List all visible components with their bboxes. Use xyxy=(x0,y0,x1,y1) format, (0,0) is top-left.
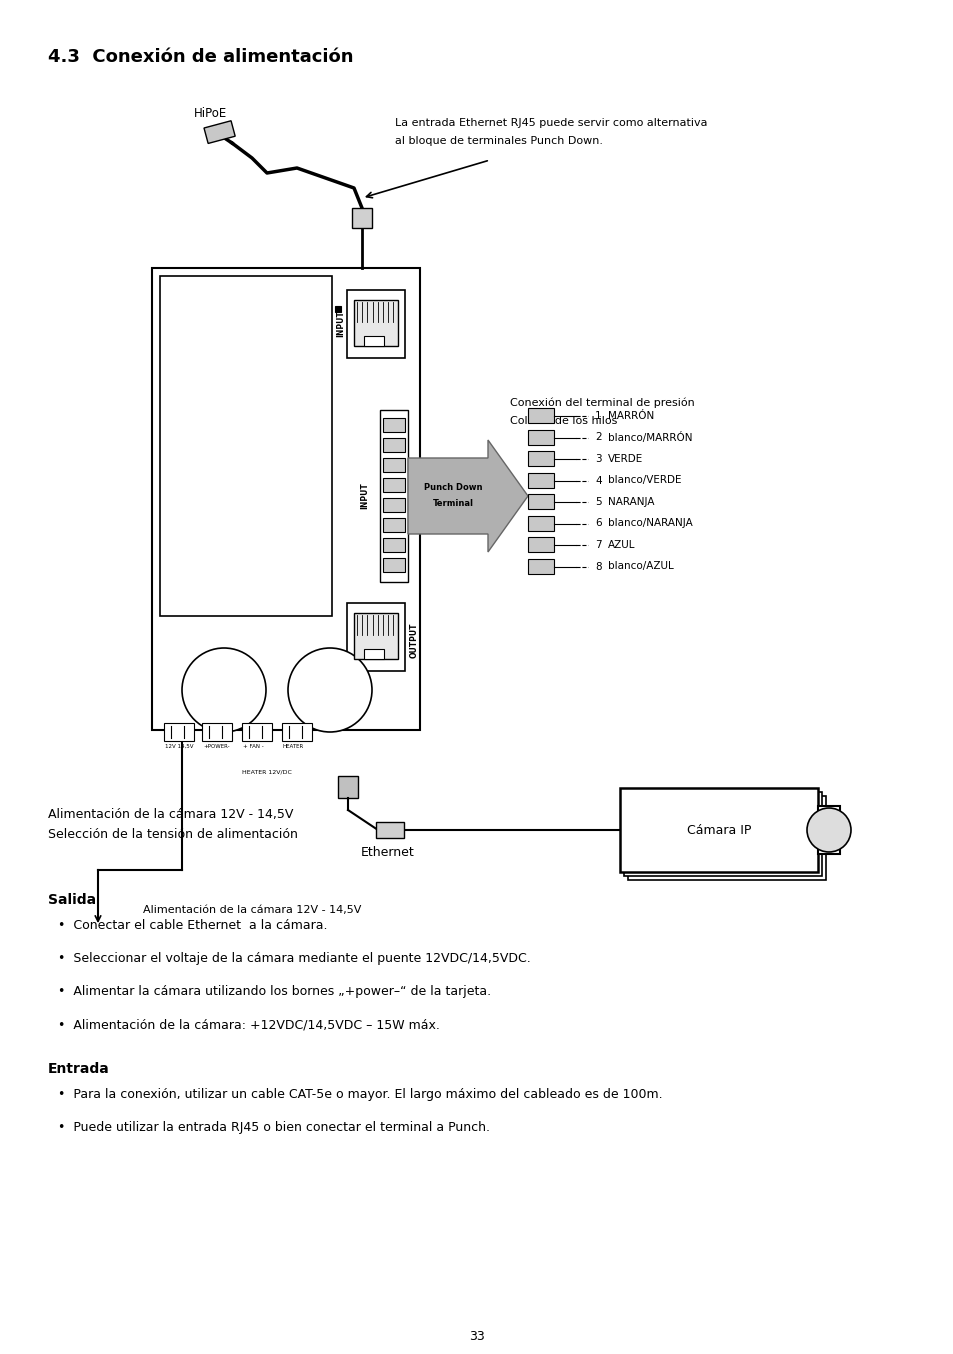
Text: 1: 1 xyxy=(595,412,601,421)
Text: HiPoE: HiPoE xyxy=(193,107,227,121)
Bar xyxy=(335,306,340,311)
Bar xyxy=(282,723,312,741)
Bar xyxy=(382,538,405,552)
Bar xyxy=(364,649,384,659)
Text: 7: 7 xyxy=(595,540,601,550)
Bar xyxy=(527,538,554,552)
Text: •  Alimentar la cámara utilizando los bornes „+power–“ de la tarjeta.: • Alimentar la cámara utilizando los bor… xyxy=(58,984,491,998)
Text: •  Conectar el cable Ethernet  a la cámara.: • Conectar el cable Ethernet a la cámara… xyxy=(58,919,327,932)
Circle shape xyxy=(806,808,850,852)
Text: •  Puede utilizar la entrada RJ45 o bien conectar el terminal a Punch.: • Puede utilizar la entrada RJ45 o bien … xyxy=(58,1121,490,1135)
Bar xyxy=(375,822,403,838)
Bar xyxy=(354,301,397,347)
Bar xyxy=(382,519,405,532)
Text: NARANJA: NARANJA xyxy=(607,497,654,506)
Bar xyxy=(527,558,554,574)
Bar xyxy=(527,408,554,422)
Polygon shape xyxy=(408,440,527,552)
Text: OUTPUT: OUTPUT xyxy=(409,623,418,658)
Bar xyxy=(164,723,193,741)
Text: HEATER 12V/DC: HEATER 12V/DC xyxy=(242,770,292,774)
Text: blanco/MARRÓN: blanco/MARRÓN xyxy=(607,432,692,443)
Bar xyxy=(347,603,405,672)
Bar xyxy=(382,458,405,473)
Bar xyxy=(242,723,272,741)
Bar xyxy=(619,788,817,872)
Text: INPUT: INPUT xyxy=(336,310,345,337)
Bar xyxy=(527,429,554,444)
Text: Alimentación de la cámara 12V - 14,5V: Alimentación de la cámara 12V - 14,5V xyxy=(143,904,361,915)
Bar xyxy=(527,451,554,466)
Text: 2: 2 xyxy=(595,432,601,443)
Text: •  Seleccionar el voltaje de la cámara mediante el puente 12VDC/14,5VDC.: • Seleccionar el voltaje de la cámara me… xyxy=(58,952,530,965)
Bar xyxy=(817,806,840,854)
Text: blanco/AZUL: blanco/AZUL xyxy=(607,562,673,571)
Bar xyxy=(527,494,554,509)
Bar xyxy=(202,723,232,741)
Bar xyxy=(382,418,405,432)
Bar xyxy=(382,437,405,452)
Bar xyxy=(527,473,554,487)
Bar xyxy=(352,209,372,227)
Text: 6: 6 xyxy=(595,519,601,528)
Text: 4.3  Conexión de alimentación: 4.3 Conexión de alimentación xyxy=(48,47,354,66)
Text: Conexión del terminal de presión: Conexión del terminal de presión xyxy=(510,398,694,409)
Text: HEATER: HEATER xyxy=(283,743,304,749)
Circle shape xyxy=(182,649,266,733)
Bar xyxy=(379,410,408,582)
Bar xyxy=(527,516,554,531)
Text: al bloque de terminales Punch Down.: al bloque de terminales Punch Down. xyxy=(395,135,602,146)
Text: Alimentación de la cámara 12V - 14,5V: Alimentación de la cámara 12V - 14,5V xyxy=(48,808,294,821)
Text: 12V 14,5V: 12V 14,5V xyxy=(165,743,193,749)
Text: 8: 8 xyxy=(595,562,601,571)
Text: Selección de la tensión de alimentación: Selección de la tensión de alimentación xyxy=(48,829,297,841)
Text: Ethernet: Ethernet xyxy=(361,846,415,858)
Text: 33: 33 xyxy=(469,1330,484,1343)
Text: 5: 5 xyxy=(595,497,601,506)
Bar xyxy=(382,558,405,571)
Text: AZUL: AZUL xyxy=(607,540,635,550)
Bar xyxy=(347,290,405,357)
Text: MARRÓN: MARRÓN xyxy=(607,412,654,421)
Text: Colores de los hilos: Colores de los hilos xyxy=(510,416,617,427)
Text: Entrada: Entrada xyxy=(48,1062,110,1076)
Circle shape xyxy=(288,649,372,733)
Text: Cámara IP: Cámara IP xyxy=(686,823,750,837)
Bar xyxy=(160,276,332,616)
Bar xyxy=(627,796,825,880)
Text: •  Para la conexión, utilizar un cable CAT-5e o mayor. El largo máximo del cable: • Para la conexión, utilizar un cable CA… xyxy=(58,1089,662,1101)
Bar xyxy=(382,478,405,492)
Bar xyxy=(623,792,821,876)
Text: Salida: Salida xyxy=(48,894,96,907)
Text: blanco/VERDE: blanco/VERDE xyxy=(607,475,680,486)
Bar xyxy=(337,776,357,798)
Text: INPUT: INPUT xyxy=(360,482,369,509)
Text: +POWER-: +POWER- xyxy=(203,743,230,749)
Bar xyxy=(364,336,384,347)
Text: •  Alimentación de la cámara: +12VDC/14,5VDC – 15W máx.: • Alimentación de la cámara: +12VDC/14,5… xyxy=(58,1018,439,1030)
Text: + FAN -: + FAN - xyxy=(243,743,263,749)
Bar xyxy=(152,268,419,730)
Bar xyxy=(354,613,397,659)
Text: VERDE: VERDE xyxy=(607,454,642,464)
Bar xyxy=(204,121,235,144)
Text: Terminal: Terminal xyxy=(432,500,473,509)
Bar xyxy=(382,498,405,512)
Text: La entrada Ethernet RJ45 puede servir como alternativa: La entrada Ethernet RJ45 puede servir co… xyxy=(395,118,707,129)
Text: 4: 4 xyxy=(595,475,601,486)
Text: Punch Down: Punch Down xyxy=(423,483,482,493)
Text: blanco/NARANJA: blanco/NARANJA xyxy=(607,519,692,528)
Text: 3: 3 xyxy=(595,454,601,464)
